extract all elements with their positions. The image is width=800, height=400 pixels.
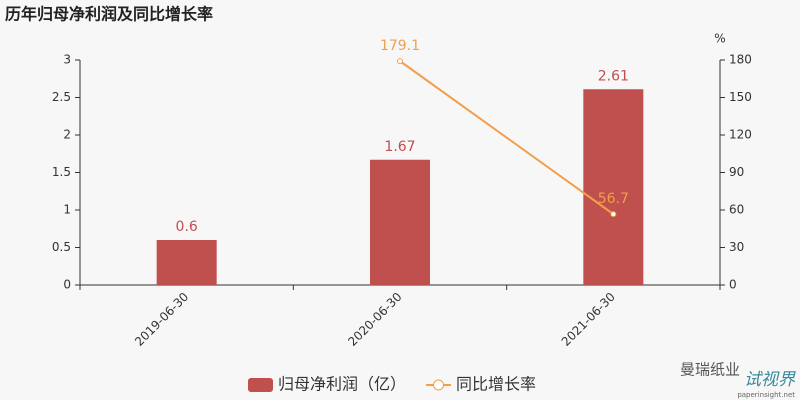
line-point <box>610 211 617 218</box>
y2-axis-label: % <box>714 32 725 46</box>
y2-tick-label: 90 <box>729 165 744 179</box>
bar <box>370 159 430 285</box>
y-tick-label: 0 <box>63 278 71 292</box>
y2-tick-label: 180 <box>729 53 752 67</box>
chart-title: 历年归母净利润及同比增长率 <box>5 5 213 24</box>
bar <box>156 240 217 285</box>
y-tick-label: 3 <box>63 53 71 67</box>
bar <box>583 89 644 285</box>
legend-swatch <box>248 378 273 392</box>
y2-tick-label: 0 <box>729 278 737 292</box>
y2-tick-label: 150 <box>729 90 752 104</box>
line-point <box>397 58 403 65</box>
y-tick-label: 1 <box>63 203 71 217</box>
x-tick-label: 2020-06-30 <box>345 290 404 349</box>
y-tick-label: 2.5 <box>52 90 71 104</box>
y-tick-label: 0.5 <box>52 240 71 254</box>
data-label: 179.1 <box>380 38 420 54</box>
data-label: 0.6 <box>176 219 198 235</box>
y2-tick-label: 60 <box>729 203 744 217</box>
watermark: paperinsight.net <box>737 391 795 399</box>
data-label: 1.67 <box>384 139 415 155</box>
watermark: 曼瑞纸业 <box>680 361 740 379</box>
watermark: 试视界 <box>744 370 796 390</box>
x-tick-label: 2021-06-30 <box>559 290 618 349</box>
data-label: 56.7 <box>598 191 629 207</box>
x-tick-label: 2019-06-30 <box>132 290 191 349</box>
legend-label: 归母净利润（亿） <box>278 375 406 394</box>
line <box>399 60 614 215</box>
legend-swatch <box>433 379 445 391</box>
data-label: 2.61 <box>598 68 629 84</box>
y-tick-label: 2 <box>63 128 71 142</box>
y2-tick-label: 30 <box>729 240 744 254</box>
y2-tick-label: 120 <box>729 128 752 142</box>
y-tick-label: 1.5 <box>52 165 71 179</box>
legend-label: 同比增长率 <box>456 375 536 394</box>
